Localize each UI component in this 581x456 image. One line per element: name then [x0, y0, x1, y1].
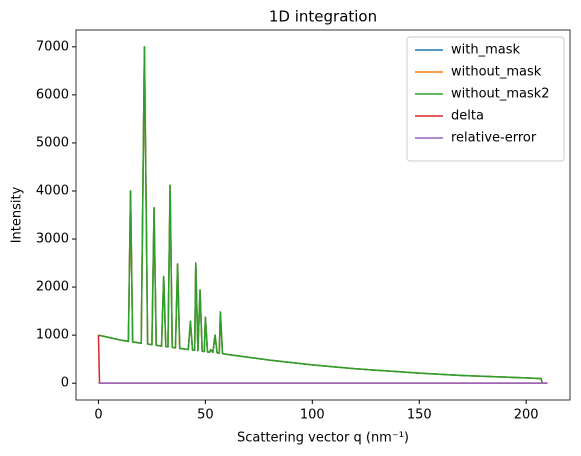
x-tick-label: 50 [197, 408, 214, 423]
y-tick-label: 5000 [36, 135, 69, 150]
y-tick-label: 7000 [36, 39, 69, 54]
legend-label: delta [451, 109, 484, 124]
legend-box [406, 36, 565, 162]
y-tick-label: 1000 [36, 328, 69, 343]
y-tick-label: 3000 [36, 232, 69, 247]
y-axis-label: Intensity [10, 186, 25, 243]
y-tick-label: 2000 [36, 280, 69, 295]
y-tick-label: 6000 [36, 87, 69, 102]
y-tick-label: 4000 [36, 183, 69, 198]
legend-label: relative-error [451, 131, 537, 146]
x-axis-label: Scattering vector q (nm⁻¹) [237, 431, 409, 446]
legend-label: with_mask [451, 43, 520, 58]
series-line [98, 46, 543, 384]
x-tick-label: 200 [514, 408, 539, 423]
y-tick-label: 0 [61, 376, 69, 391]
x-tick-label: 0 [94, 408, 102, 423]
legend-label: without_mask [451, 65, 542, 80]
chart-title: 1D integration [269, 8, 377, 26]
x-tick-label: 150 [407, 408, 432, 423]
x-tick-label: 100 [300, 408, 325, 423]
legend-label: without_mask2 [451, 87, 550, 102]
plot-frame [75, 29, 571, 401]
